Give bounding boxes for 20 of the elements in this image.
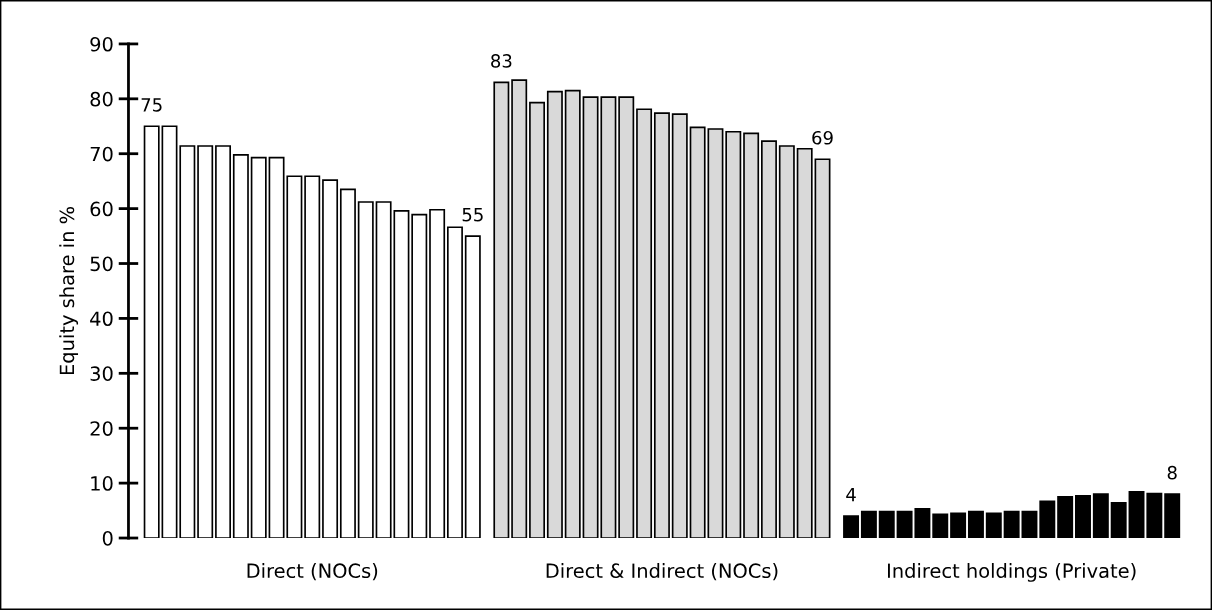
y-tick-label: 60 bbox=[90, 201, 113, 217]
y-tick-label: 30 bbox=[90, 366, 113, 381]
y-axis-title: Equity share in % bbox=[59, 206, 79, 375]
data-label: 83 bbox=[491, 54, 512, 68]
x-tick-label: Direct & Indirect (NOCs) bbox=[546, 563, 778, 581]
data-label: 75 bbox=[141, 98, 162, 112]
x-tick-label: Indirect holdings (Private) bbox=[887, 563, 1136, 582]
y-tick-label: 0 bbox=[102, 530, 113, 546]
y-tick-label: 70 bbox=[90, 146, 113, 162]
data-label: 55 bbox=[462, 208, 483, 222]
data-label: 69 bbox=[812, 130, 833, 145]
y-tick-label: 40 bbox=[90, 311, 113, 327]
y-tick-label: 90 bbox=[90, 36, 113, 52]
y-tick-label: 10 bbox=[91, 476, 113, 491]
y-tick-label: 20 bbox=[90, 421, 113, 436]
y-tick-label: 80 bbox=[90, 91, 113, 107]
x-tick-label: Direct (NOCs) bbox=[247, 563, 378, 581]
data-label: 4 bbox=[846, 488, 856, 502]
y-tick-label: 50 bbox=[90, 256, 113, 272]
data-label: 8 bbox=[1167, 465, 1177, 480]
